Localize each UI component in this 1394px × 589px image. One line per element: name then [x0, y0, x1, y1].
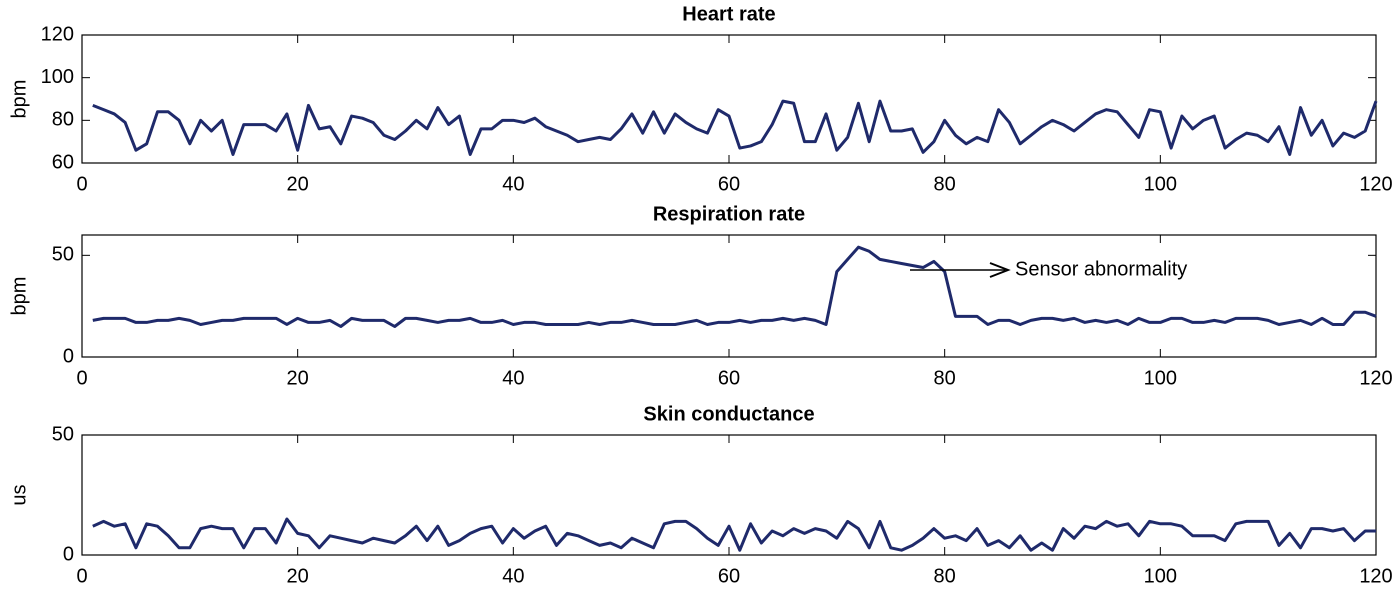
chart-title: Respiration rate — [653, 203, 805, 225]
y-axis-label: bpm — [8, 80, 30, 119]
chart-title: Skin conductance — [643, 403, 814, 425]
x-tick-label: 20 — [287, 565, 309, 587]
annotation: Sensor abnormality — [1015, 258, 1187, 280]
x-tick-label: 0 — [76, 173, 87, 195]
x-tick-label: 120 — [1359, 173, 1392, 195]
x-tick-label: 0 — [76, 565, 87, 587]
x-tick-label: 120 — [1359, 367, 1392, 389]
x-tick-label: 80 — [934, 367, 956, 389]
annotation-arrowhead — [989, 262, 1011, 278]
y-tick-label: 60 — [52, 151, 74, 173]
x-tick-label: 20 — [287, 367, 309, 389]
plot-frame — [81, 434, 1377, 556]
x-tick-label: 60 — [718, 367, 740, 389]
x-tick-label: 60 — [718, 565, 740, 587]
y-axis-label: bpm — [8, 277, 30, 316]
y-tick-label: 0 — [63, 543, 74, 565]
x-tick-label: 100 — [1144, 565, 1177, 587]
chart-title: Heart rate — [682, 3, 775, 25]
x-tick-label: 60 — [718, 173, 740, 195]
plot-frame — [81, 234, 1377, 358]
data-line — [92, 517, 1376, 552]
x-tick-label: 0 — [76, 367, 87, 389]
y-tick-label: 80 — [52, 109, 74, 131]
y-axis-label: us — [8, 484, 30, 505]
x-tick-label: 40 — [502, 173, 524, 195]
x-tick-label: 80 — [934, 173, 956, 195]
x-tick-label: 20 — [287, 173, 309, 195]
y-tick-label: 50 — [52, 244, 74, 266]
x-tick-label: 100 — [1144, 367, 1177, 389]
y-tick-label: 50 — [52, 423, 74, 445]
x-tick-label: 80 — [934, 565, 956, 587]
x-tick-label: 40 — [502, 565, 524, 587]
data-line — [92, 99, 1378, 156]
y-tick-label: 0 — [63, 345, 74, 367]
data-line — [92, 245, 1377, 328]
x-tick-label: 40 — [502, 367, 524, 389]
x-tick-label: 120 — [1359, 565, 1392, 587]
plot-frame — [81, 34, 1377, 164]
y-tick-label: 100 — [41, 66, 74, 88]
x-tick-label: 100 — [1144, 173, 1177, 195]
y-tick-label: 120 — [41, 23, 74, 45]
